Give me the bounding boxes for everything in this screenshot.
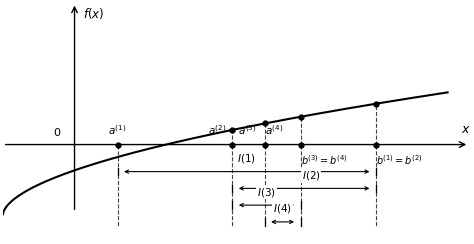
Text: $I(3)$: $I(3)$ <box>257 186 276 199</box>
Text: $a^{(2)} = a^{(3)}$: $a^{(2)} = a^{(3)}$ <box>208 123 257 137</box>
Text: $x$: $x$ <box>461 122 471 135</box>
Text: $I(2)$: $I(2)$ <box>302 169 321 182</box>
Text: $I(4)$: $I(4)$ <box>273 203 292 215</box>
Text: $b^{(1)}= b^{(2)}$: $b^{(1)}= b^{(2)}$ <box>376 153 423 167</box>
Text: $I(1)$: $I(1)$ <box>237 152 256 165</box>
Text: $f(x)$: $f(x)$ <box>83 6 104 21</box>
Text: $a^{(4)}$: $a^{(4)}$ <box>264 123 283 137</box>
Text: $b^{(3)}= b^{(4)}$: $b^{(3)}= b^{(4)}$ <box>301 153 347 167</box>
Text: 0: 0 <box>53 128 60 138</box>
Text: $a^{(1)}$: $a^{(1)}$ <box>109 123 127 137</box>
